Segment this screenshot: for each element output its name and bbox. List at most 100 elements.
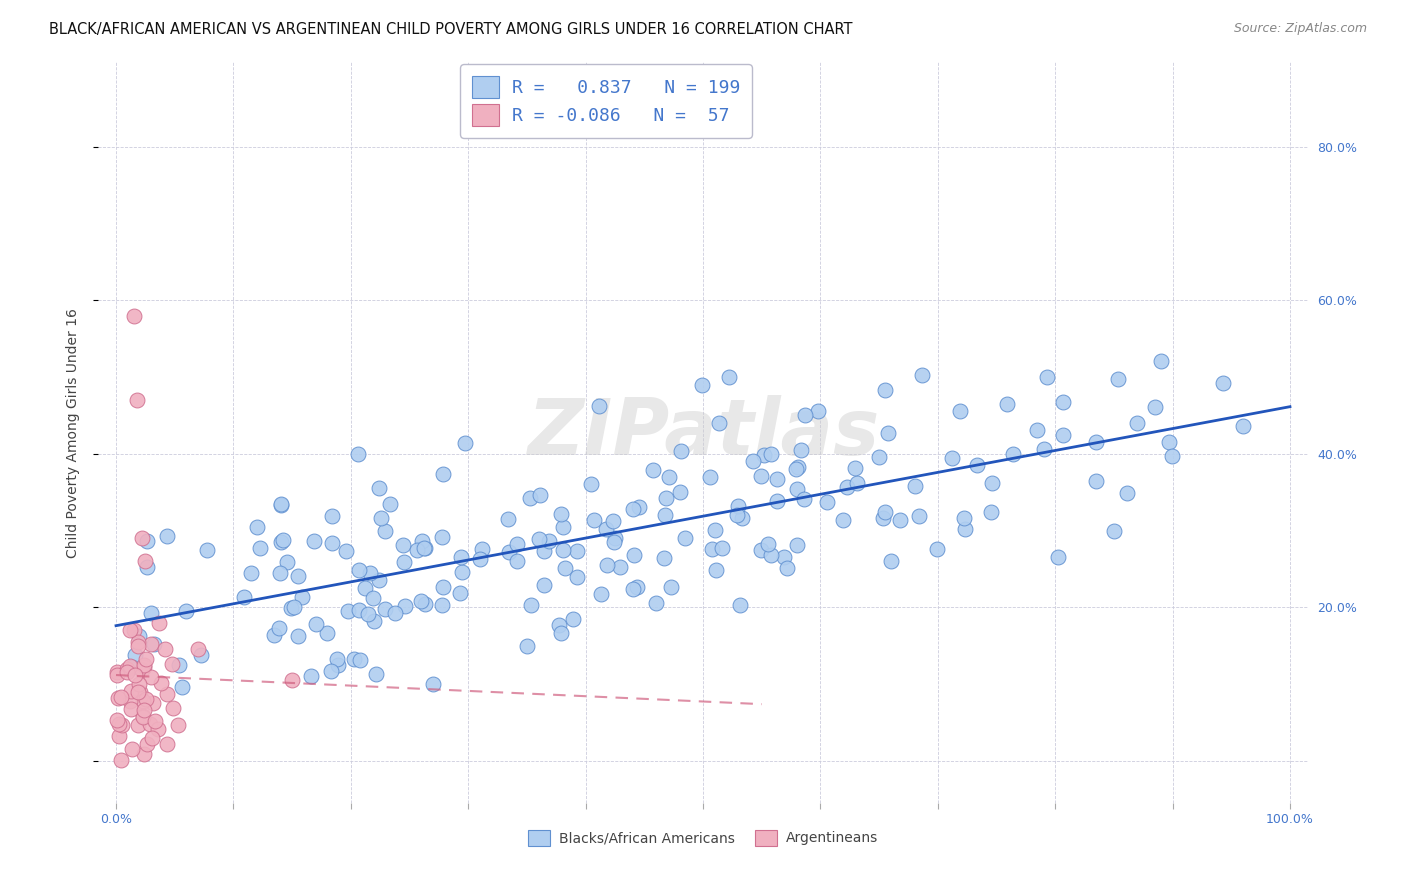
Point xyxy=(343,652,366,666)
Point xyxy=(450,549,472,564)
Point xyxy=(868,450,890,464)
Point xyxy=(319,664,342,678)
Point xyxy=(132,657,155,672)
Point xyxy=(413,541,436,556)
Point xyxy=(690,378,713,392)
Point xyxy=(529,488,551,502)
Point xyxy=(547,617,569,632)
Point xyxy=(749,543,772,558)
Point xyxy=(413,541,436,556)
Point xyxy=(1033,442,1056,456)
Point xyxy=(142,696,165,710)
Point xyxy=(846,476,869,491)
Point xyxy=(321,509,343,524)
Point xyxy=(374,601,396,615)
Point xyxy=(432,467,454,481)
Point xyxy=(405,543,427,558)
Point xyxy=(669,444,692,458)
Point xyxy=(132,694,155,708)
Point xyxy=(347,564,370,578)
Point xyxy=(835,480,858,494)
Point xyxy=(595,558,617,573)
Point xyxy=(127,634,149,648)
Point xyxy=(725,508,748,522)
Point xyxy=(1102,524,1125,538)
Point xyxy=(454,435,477,450)
Point xyxy=(413,597,436,611)
Point xyxy=(877,425,900,440)
Point xyxy=(621,502,644,516)
Point xyxy=(1232,418,1254,433)
Point xyxy=(249,541,271,556)
Point xyxy=(626,580,648,594)
Point xyxy=(384,607,406,621)
Point xyxy=(941,451,963,466)
Point xyxy=(659,580,682,594)
Point xyxy=(766,472,789,486)
Point xyxy=(132,709,155,723)
Point xyxy=(127,639,149,653)
Point xyxy=(422,677,444,691)
Point xyxy=(276,555,298,569)
Point xyxy=(621,582,644,597)
Point xyxy=(110,753,132,767)
Point xyxy=(118,658,141,673)
Point xyxy=(728,598,751,612)
Point xyxy=(565,544,588,558)
Point xyxy=(195,542,218,557)
Point xyxy=(153,641,176,656)
Text: Source: ZipAtlas.com: Source: ZipAtlas.com xyxy=(1233,22,1367,36)
Point xyxy=(704,523,727,537)
Point xyxy=(124,648,146,662)
Point xyxy=(269,566,291,580)
Point xyxy=(128,629,150,643)
Point xyxy=(731,510,754,524)
Point xyxy=(966,458,988,472)
Point xyxy=(132,709,155,723)
Point xyxy=(550,626,572,640)
Point xyxy=(107,691,129,706)
Point xyxy=(142,637,165,651)
Point xyxy=(432,598,454,612)
Point xyxy=(432,580,454,594)
Point xyxy=(127,392,149,407)
Point xyxy=(305,617,328,632)
Point xyxy=(645,596,668,610)
Point xyxy=(134,554,156,568)
Point xyxy=(139,717,162,731)
Point xyxy=(844,461,866,475)
Point xyxy=(911,368,934,382)
Point xyxy=(776,560,799,574)
Point xyxy=(602,514,624,528)
Point xyxy=(790,443,813,458)
Point xyxy=(271,533,294,548)
Point xyxy=(793,492,815,507)
Point xyxy=(105,665,128,679)
Point xyxy=(1025,423,1047,437)
Point xyxy=(368,481,391,495)
Point xyxy=(1036,369,1059,384)
Point xyxy=(654,508,676,522)
Point xyxy=(280,601,302,615)
Point xyxy=(270,498,292,512)
Point xyxy=(394,599,416,614)
Point xyxy=(321,536,343,550)
Point xyxy=(281,673,304,687)
Point xyxy=(143,714,166,728)
Point xyxy=(527,532,550,546)
Point xyxy=(1157,434,1180,449)
Point xyxy=(773,550,796,565)
Point xyxy=(516,640,538,654)
Point xyxy=(1052,394,1074,409)
Point xyxy=(304,534,326,549)
Point xyxy=(378,497,401,511)
Point xyxy=(498,545,520,559)
Point xyxy=(149,676,172,690)
Point xyxy=(807,403,830,417)
Point xyxy=(115,662,138,676)
Point xyxy=(166,718,188,732)
Point xyxy=(785,462,807,476)
Point xyxy=(1212,376,1234,391)
Point xyxy=(756,537,779,551)
Point xyxy=(953,522,976,536)
